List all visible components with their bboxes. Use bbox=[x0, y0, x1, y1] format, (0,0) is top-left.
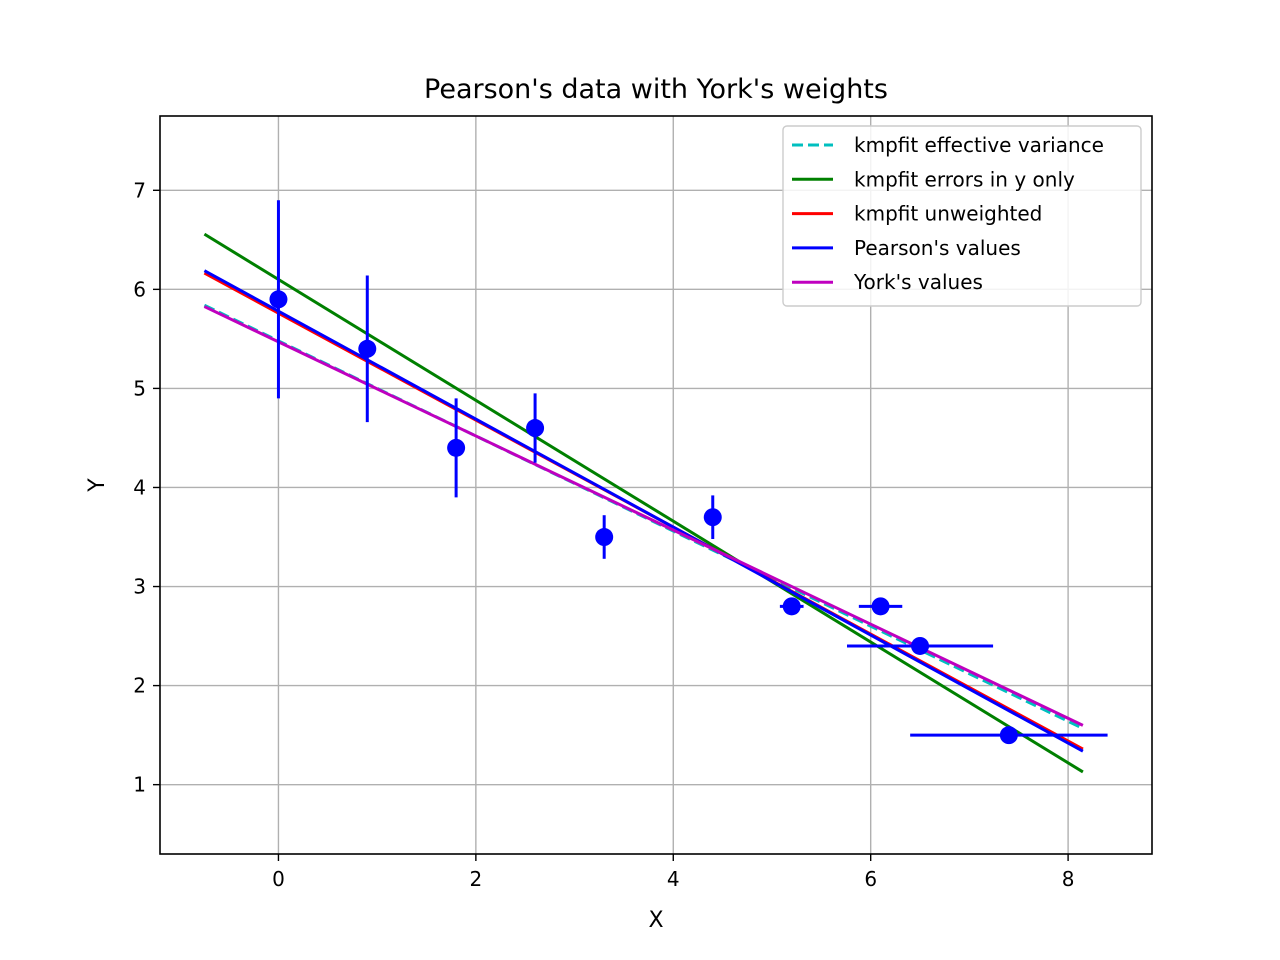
fit-lines bbox=[203, 232, 1084, 774]
y-tick-label: 3 bbox=[133, 575, 146, 599]
legend: kmpfit effective variance kmpfit errors i… bbox=[782, 125, 1142, 307]
x-tick-label: 0 bbox=[272, 867, 285, 891]
fit-line bbox=[203, 269, 1084, 753]
x-tick-label: 6 bbox=[864, 867, 877, 891]
legend-box bbox=[782, 125, 1142, 307]
x-axis-label: X bbox=[648, 908, 663, 933]
legend-label: kmpfit effective variance bbox=[854, 133, 1104, 157]
data-point bbox=[358, 339, 377, 358]
chart-title: Pearson's data with York's weights bbox=[424, 74, 888, 105]
x-tick-label: 4 bbox=[667, 867, 680, 891]
y-tick-label: 2 bbox=[133, 674, 146, 698]
data-point bbox=[911, 636, 930, 655]
x-axis-ticks: 0 2 4 6 8 bbox=[272, 854, 1074, 891]
y-axis-ticks: 1 2 3 4 5 6 7 bbox=[133, 178, 160, 797]
fit-line bbox=[203, 232, 1084, 774]
data-point bbox=[269, 290, 288, 309]
y-tick-label: 6 bbox=[133, 277, 146, 301]
fit-line bbox=[203, 305, 1084, 727]
legend-label: kmpfit errors in y only bbox=[854, 167, 1075, 191]
legend-label: Pearson's values bbox=[854, 236, 1021, 260]
data-point bbox=[782, 597, 801, 616]
data-point bbox=[999, 726, 1018, 745]
data-point bbox=[595, 528, 614, 547]
data-point bbox=[447, 438, 466, 457]
plot-frame bbox=[159, 115, 1153, 855]
legend-label: kmpfit unweighted bbox=[854, 202, 1042, 226]
legend-label: York's values bbox=[853, 270, 983, 294]
y-tick-label: 7 bbox=[133, 178, 146, 202]
y-tick-label: 1 bbox=[133, 773, 146, 797]
data-point bbox=[703, 508, 722, 527]
data-point bbox=[526, 419, 545, 438]
y-axis-label: Y bbox=[85, 478, 110, 493]
data-points bbox=[269, 200, 1108, 745]
x-tick-label: 2 bbox=[469, 867, 482, 891]
x-tick-label: 8 bbox=[1062, 867, 1075, 891]
y-tick-label: 5 bbox=[133, 376, 146, 400]
data-point bbox=[871, 597, 890, 616]
y-tick-label: 4 bbox=[133, 475, 146, 499]
